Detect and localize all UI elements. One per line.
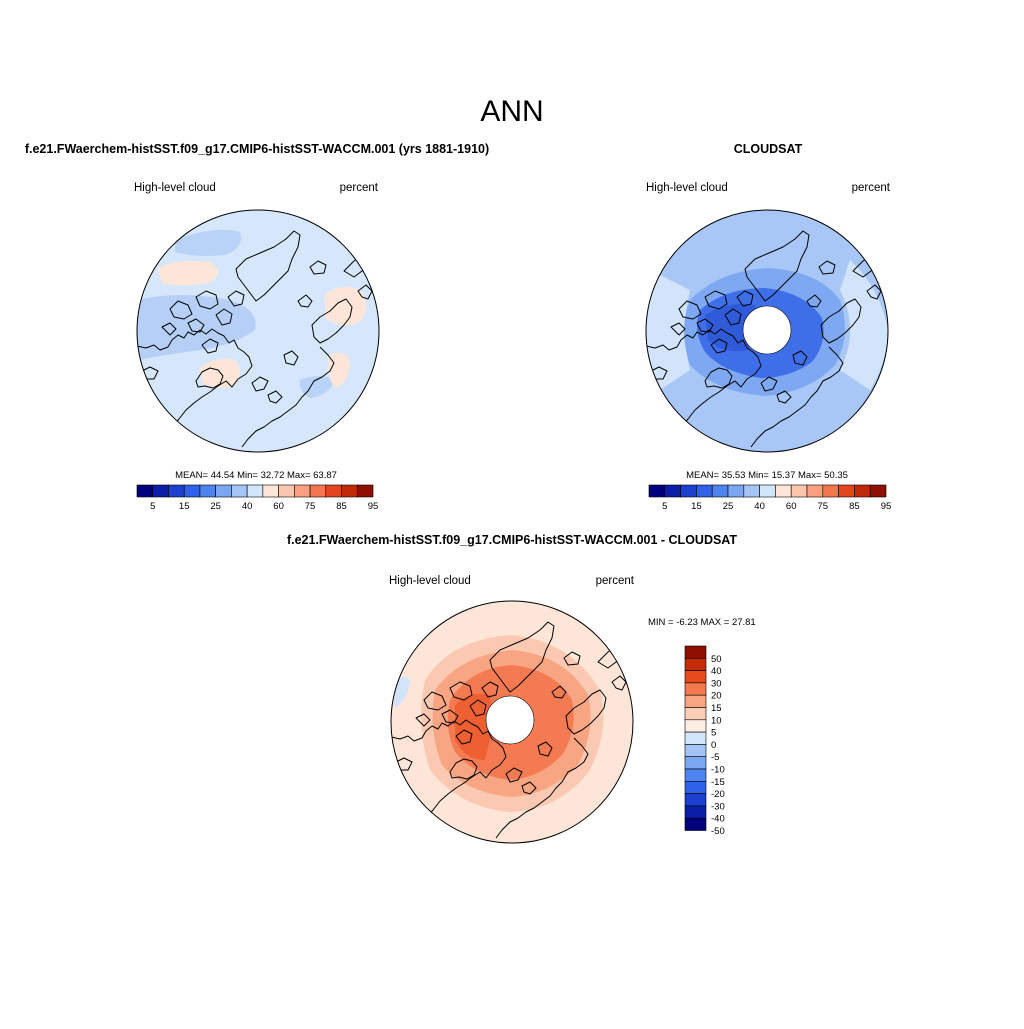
model-colorbar: 5 15 25 40 60 75 85 95 bbox=[136, 484, 379, 512]
model-polar-map bbox=[137, 210, 379, 452]
model-colorbar-tick-label: 60 bbox=[273, 501, 284, 512]
diff-colorbar-tick-label: -30 bbox=[711, 801, 725, 812]
diff-colorbar-tick-label: 30 bbox=[711, 678, 722, 689]
model-colorbar-tick-label: 40 bbox=[242, 501, 253, 512]
obs-colorbar-tick-label: 5 bbox=[662, 501, 667, 512]
diff-colorbar-tick-label: -10 bbox=[711, 765, 725, 776]
diff-polar-map bbox=[391, 601, 633, 843]
model-colorbar-box bbox=[294, 484, 311, 498]
model-colorbar-tick-label: 15 bbox=[179, 501, 190, 512]
diff-colorbar-box bbox=[684, 817, 707, 831]
diff-colorbar-tick-label: 20 bbox=[711, 691, 722, 702]
model-colorbar-box bbox=[231, 484, 248, 498]
diff-colorbar-box bbox=[684, 744, 707, 758]
diff-variable-label: High-level cloud bbox=[389, 575, 471, 587]
main-title: ANN bbox=[480, 95, 543, 128]
obs-colorbar-box bbox=[854, 484, 871, 498]
diff-colorbar-tick-label: -5 bbox=[711, 752, 719, 763]
model-colorbar-box bbox=[246, 484, 264, 498]
model-colorbar-box bbox=[341, 484, 358, 498]
diff-colorbar-box bbox=[684, 805, 707, 819]
obs-colorbar-box bbox=[727, 484, 745, 498]
obs-colorbar-tick-label: 15 bbox=[691, 501, 702, 512]
diff-colorbar-tick-label: 50 bbox=[711, 654, 722, 665]
model-panel-title: f.e21.FWaerchem-histSST.f09_g17.CMIP6-hi… bbox=[25, 142, 489, 156]
diff-colorbar-box bbox=[684, 645, 707, 659]
obs-colorbar-box bbox=[743, 484, 760, 498]
diff-colorbar-box bbox=[684, 793, 707, 807]
diff-colorbar-box bbox=[684, 756, 707, 770]
diff-colorbar-tick-label: 40 bbox=[711, 666, 722, 677]
diff-colorbar-box bbox=[684, 780, 707, 794]
diff-colorbar-box bbox=[684, 694, 707, 708]
obs-panel-title: CLOUDSAT bbox=[734, 142, 803, 156]
obs-colorbar-box bbox=[775, 484, 792, 498]
diff-colorbar-box bbox=[684, 682, 707, 696]
model-colorbar-box bbox=[356, 484, 374, 498]
model-colorbar-tick-label: 95 bbox=[368, 501, 379, 512]
obs-colorbar-box bbox=[696, 484, 713, 498]
model-colorbar-box bbox=[278, 484, 295, 498]
model-stats: MEAN= 44.54 Min= 32.72 Max= 63.87 bbox=[175, 470, 337, 481]
model-colorbar-box bbox=[168, 484, 185, 498]
obs-colorbar-tick-label: 95 bbox=[881, 501, 892, 512]
obs-colorbar: 5 15 25 40 60 75 85 95 bbox=[648, 484, 892, 512]
obs-colorbar-box bbox=[680, 484, 697, 498]
model-colorbar-box bbox=[199, 484, 216, 498]
obs-colorbar-box bbox=[806, 484, 824, 498]
obs-colorbar-box bbox=[822, 484, 839, 498]
obs-polar-map bbox=[646, 210, 888, 452]
diff-colorbar-tick-label: -50 bbox=[711, 826, 725, 837]
diff-stats: MIN = -6.23 MAX = 27.81 bbox=[648, 617, 756, 628]
diff-colorbar-box bbox=[684, 768, 707, 782]
model-colorbar-tick-label: 75 bbox=[305, 501, 316, 512]
model-colorbar-box bbox=[262, 484, 279, 498]
model-colorbar-box bbox=[136, 484, 154, 498]
obs-units-label: percent bbox=[852, 182, 891, 194]
diff-colorbar-tick-label: 5 bbox=[711, 728, 716, 739]
obs-colorbar-tick-label: 85 bbox=[849, 501, 860, 512]
model-colorbar-box bbox=[183, 484, 201, 498]
obs-colorbar-box bbox=[759, 484, 776, 498]
obs-colorbar-tick-label: 60 bbox=[786, 501, 797, 512]
obs-colorbar-box bbox=[838, 484, 855, 498]
diff-panel-title: f.e21.FWaerchem-histSST.f09_g17.CMIP6-hi… bbox=[287, 533, 737, 547]
diff-colorbar-box bbox=[684, 707, 707, 721]
model-variable-label: High-level cloud bbox=[134, 182, 216, 194]
obs-colorbar-box bbox=[711, 484, 729, 498]
obs-colorbar-tick-label: 75 bbox=[818, 501, 829, 512]
obs-colorbar-box bbox=[869, 484, 887, 498]
model-colorbar-box bbox=[325, 484, 342, 498]
diff-colorbar-tick-label: -20 bbox=[711, 789, 725, 800]
diff-colorbar-box bbox=[684, 731, 707, 745]
diff-colorbar-tick-label: -15 bbox=[711, 777, 725, 788]
model-units-label: percent bbox=[340, 182, 379, 194]
obs-colorbar-box bbox=[790, 484, 808, 498]
model-colorbar-box bbox=[152, 484, 169, 498]
diff-units-label: percent bbox=[596, 575, 635, 587]
obs-colorbar-tick-label: 40 bbox=[754, 501, 765, 512]
diff-colorbar-tick-label: -40 bbox=[711, 814, 725, 825]
diff-colorbar-box bbox=[684, 719, 707, 733]
diff-colorbar-box bbox=[684, 657, 707, 671]
model-colorbar-tick-label: 5 bbox=[150, 501, 155, 512]
diff-colorbar-tick-label: 0 bbox=[711, 740, 716, 751]
model-colorbar-tick-label: 25 bbox=[210, 501, 221, 512]
model-colorbar-box bbox=[309, 484, 327, 498]
obs-colorbar-box bbox=[664, 484, 681, 498]
obs-colorbar-tick-label: 25 bbox=[723, 501, 734, 512]
obs-colorbar-box bbox=[648, 484, 666, 498]
diff-colorbar-tick-label: 15 bbox=[711, 703, 722, 714]
model-colorbar-tick-label: 85 bbox=[336, 501, 347, 512]
diff-colorbar-box bbox=[684, 670, 707, 684]
diff-colorbar-tick-label: 10 bbox=[711, 715, 722, 726]
obs-stats: MEAN= 35.53 Min= 15.37 Max= 50.35 bbox=[686, 470, 848, 481]
model-colorbar-box bbox=[215, 484, 232, 498]
obs-variable-label: High-level cloud bbox=[646, 182, 728, 194]
